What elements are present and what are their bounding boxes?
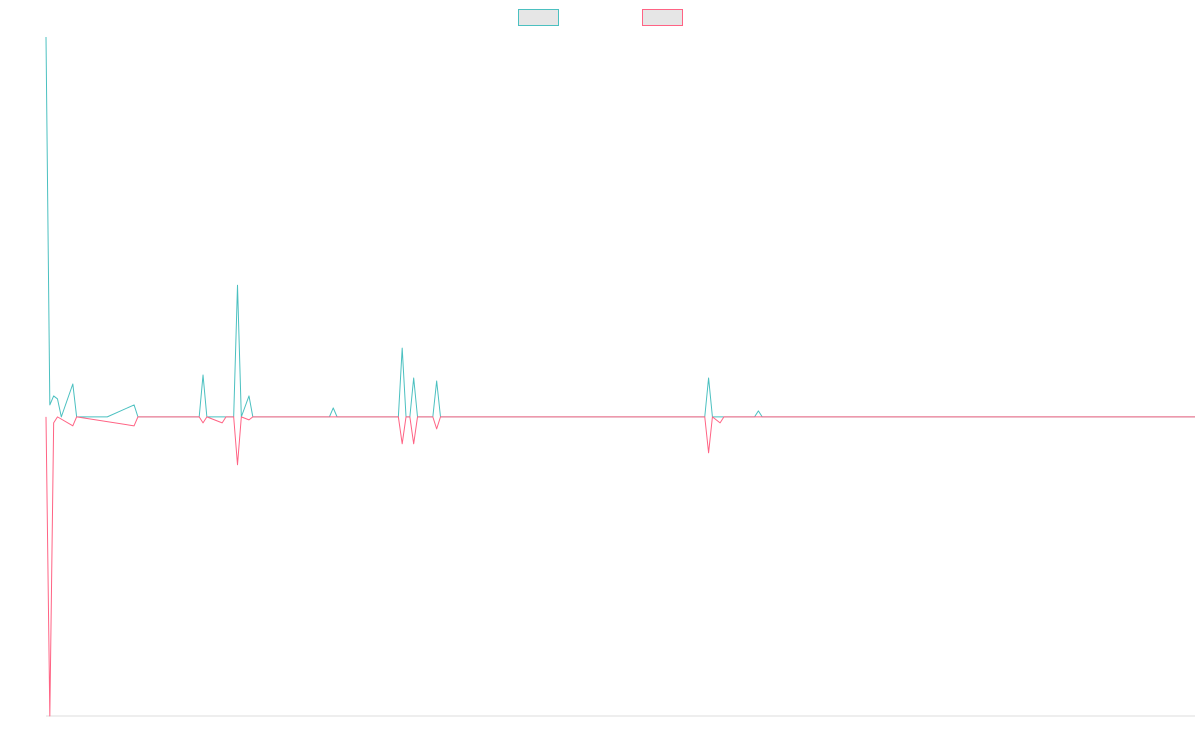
series-line-2	[45, 416, 1195, 717]
legend	[518, 9, 683, 26]
legend-swatch-1[interactable]	[518, 9, 559, 26]
legend-swatch-2[interactable]	[642, 9, 683, 26]
series-layer	[45, 36, 1195, 717]
series-line-1	[45, 36, 1195, 418]
